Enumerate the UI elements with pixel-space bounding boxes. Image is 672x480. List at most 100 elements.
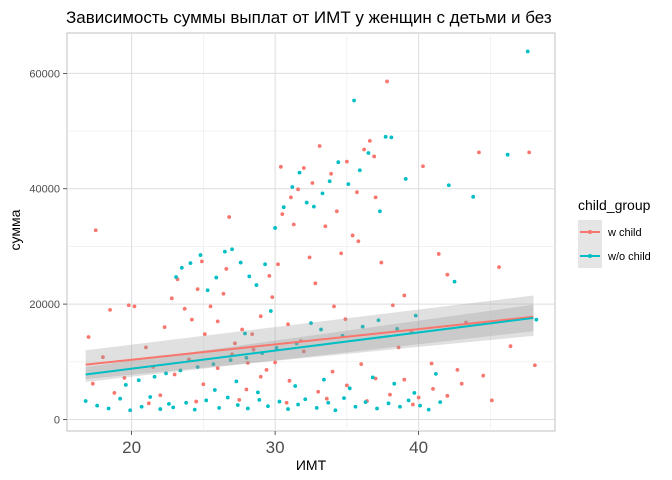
data-point [221, 291, 226, 296]
data-point [311, 204, 316, 209]
x-tick-label: 40 [409, 438, 428, 457]
data-point [314, 406, 319, 410]
data-point [152, 374, 157, 379]
data-point [179, 265, 184, 270]
data-point [289, 195, 293, 200]
data-point [198, 253, 203, 257]
data-point [128, 408, 133, 413]
data-point [403, 177, 408, 181]
data-point [201, 382, 206, 387]
data-point [343, 317, 348, 321]
data-point [200, 259, 204, 264]
data-point [227, 215, 232, 219]
data-point [112, 391, 117, 395]
data-point [293, 384, 298, 388]
series-points-wo-child [83, 49, 539, 413]
data-point [93, 228, 98, 233]
legend-label: w child [607, 227, 642, 239]
data-point [211, 362, 216, 366]
data-point [291, 222, 296, 227]
data-point [254, 283, 259, 287]
data-point [274, 346, 279, 350]
y-tick-label: 40000 [29, 184, 60, 196]
data-point [284, 400, 289, 405]
data-point [436, 252, 441, 256]
y-tick-label: 20000 [29, 299, 60, 311]
data-point [214, 275, 219, 280]
data-point [372, 154, 377, 159]
data-point [162, 325, 167, 330]
data-point [234, 379, 239, 384]
data-point [278, 164, 283, 169]
data-point [376, 318, 381, 323]
data-point [202, 332, 207, 336]
data-point [277, 399, 282, 404]
series-points-w-child [86, 79, 537, 407]
data-point [396, 345, 401, 350]
data-point [332, 304, 336, 309]
data-point [433, 371, 438, 376]
data-point [385, 79, 389, 84]
data-point [353, 404, 358, 409]
data-point [489, 398, 494, 403]
data-point [525, 49, 530, 54]
data-point [389, 135, 394, 140]
data-point [336, 160, 341, 165]
data-point [158, 393, 163, 398]
data-point [421, 164, 425, 169]
data-point [319, 327, 323, 332]
data-point [418, 403, 422, 408]
data-point [367, 138, 372, 143]
legend-key-point [588, 230, 592, 234]
data-point [342, 396, 346, 401]
data-point [370, 375, 375, 380]
data-point [139, 404, 144, 409]
panel-border [66, 32, 556, 432]
data-point [426, 407, 431, 412]
data-point [446, 183, 451, 188]
data-point [455, 367, 460, 372]
data-point [429, 361, 434, 366]
data-point [230, 247, 234, 252]
data-point [192, 407, 197, 412]
y-tick-label: 0 [54, 414, 60, 426]
data-point [508, 344, 513, 349]
data-point [375, 406, 379, 411]
x-axis-label: ИМТ [296, 457, 327, 473]
data-point [244, 387, 249, 392]
data-point [228, 358, 233, 362]
data-point [245, 361, 250, 365]
data-point [136, 378, 141, 383]
data-point [83, 399, 88, 403]
data-point [100, 355, 105, 360]
data-point [355, 190, 359, 195]
data-point [379, 260, 384, 265]
data-point [386, 401, 391, 406]
data-point [132, 304, 137, 309]
data-point [233, 341, 237, 346]
data-point [224, 267, 229, 271]
x-tick-label: 30 [266, 438, 285, 457]
data-point [329, 171, 333, 176]
data-point [182, 306, 187, 311]
trend-line [85, 316, 534, 376]
data-point [178, 368, 183, 373]
data-point [411, 402, 415, 407]
data-point [327, 179, 332, 184]
data-point [244, 355, 249, 360]
data-point [222, 249, 227, 254]
data-point [431, 386, 435, 391]
data-point [247, 274, 252, 279]
data-point [250, 332, 255, 336]
x-tick-label: 20 [122, 438, 141, 457]
data-point [330, 369, 335, 374]
data-point [106, 406, 111, 411]
data-point [356, 239, 361, 244]
data-point [205, 288, 210, 293]
data-point [304, 200, 309, 205]
data-point [171, 405, 176, 410]
data-point [267, 273, 272, 278]
data-point [281, 205, 286, 210]
data-point [481, 373, 486, 378]
